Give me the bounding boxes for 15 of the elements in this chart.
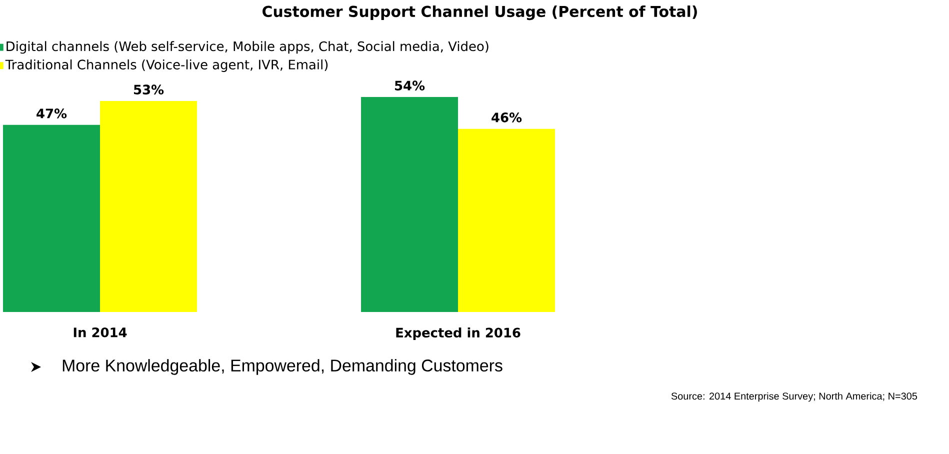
x-tick-label: Expected in 2016 — [396, 328, 520, 340]
data-label: 54% — [395, 80, 425, 90]
text: More Knowledgeable, Empowered, Demanding Customers — [62, 359, 502, 375]
legend-label: Digital channels (Web self-service, Mobile apps, Chat, Social media, Video) — [6, 41, 488, 54]
chart-title: Customer Support Channel Usage (Percent of Total) — [262, 6, 697, 20]
bar — [100, 100, 198, 312]
data-label: 47% — [36, 108, 67, 118]
legend-label: Traditional Channels (Voice-live agent, IVR, Email) — [5, 59, 328, 72]
bar — [361, 96, 458, 312]
bar — [458, 128, 556, 312]
data-label: 53% — [134, 84, 164, 94]
x-tick-label: In 2014 — [74, 328, 127, 338]
source-note: Source: 2014 Enterprise Survey; North America; N=305 — [671, 392, 918, 402]
data-label: 46% — [492, 112, 522, 122]
bar — [3, 124, 100, 312]
